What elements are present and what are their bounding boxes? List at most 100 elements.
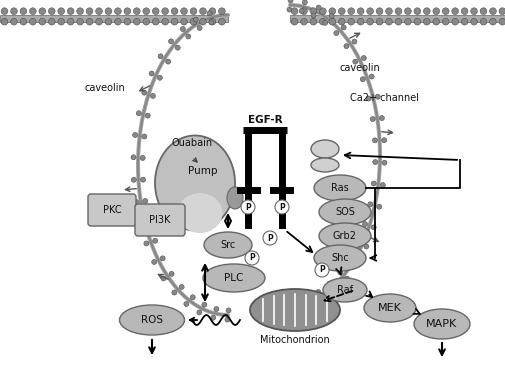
Circle shape (142, 18, 149, 25)
Circle shape (11, 18, 17, 25)
Text: P: P (244, 203, 250, 211)
Circle shape (20, 8, 27, 14)
Circle shape (141, 90, 146, 95)
Ellipse shape (322, 278, 366, 302)
Circle shape (190, 8, 196, 14)
Circle shape (340, 25, 345, 30)
Text: MEK: MEK (377, 303, 401, 313)
Circle shape (142, 8, 149, 14)
Circle shape (310, 18, 316, 25)
Text: ROS: ROS (141, 315, 163, 325)
Circle shape (354, 261, 359, 266)
Circle shape (207, 11, 212, 16)
Text: MAPK: MAPK (426, 319, 457, 329)
Circle shape (375, 8, 382, 14)
Ellipse shape (318, 199, 370, 225)
Text: P: P (267, 234, 272, 242)
Circle shape (413, 8, 420, 14)
Circle shape (114, 8, 121, 14)
Circle shape (355, 240, 360, 245)
Circle shape (240, 200, 255, 214)
Circle shape (124, 8, 130, 14)
Circle shape (161, 276, 166, 281)
Ellipse shape (203, 264, 265, 292)
Circle shape (368, 74, 373, 79)
Circle shape (153, 238, 158, 243)
Circle shape (375, 18, 382, 25)
Circle shape (403, 8, 411, 14)
Text: Raf: Raf (336, 285, 352, 295)
Circle shape (210, 315, 215, 320)
Circle shape (366, 96, 370, 101)
Circle shape (380, 183, 385, 187)
Ellipse shape (311, 140, 338, 158)
Circle shape (77, 8, 83, 14)
Circle shape (179, 284, 184, 289)
Circle shape (366, 18, 373, 25)
Circle shape (196, 310, 201, 315)
Text: Ras: Ras (330, 183, 348, 193)
Circle shape (263, 231, 276, 245)
Circle shape (133, 8, 140, 14)
Circle shape (137, 221, 142, 226)
Circle shape (141, 134, 146, 139)
Bar (289, 15, 505, 22)
Circle shape (461, 8, 467, 14)
Circle shape (300, 18, 307, 25)
Circle shape (470, 8, 477, 14)
Circle shape (423, 18, 429, 25)
Circle shape (315, 290, 320, 294)
Circle shape (315, 263, 328, 277)
Circle shape (470, 18, 477, 25)
Ellipse shape (155, 135, 234, 231)
Text: Ca2+ channel: Ca2+ channel (349, 93, 418, 103)
Circle shape (143, 241, 148, 246)
Circle shape (413, 18, 420, 25)
Ellipse shape (227, 187, 242, 209)
Circle shape (160, 256, 165, 261)
Circle shape (67, 8, 74, 14)
Ellipse shape (318, 223, 370, 249)
Circle shape (338, 8, 344, 14)
Circle shape (105, 8, 112, 14)
Circle shape (366, 8, 373, 14)
Circle shape (385, 18, 391, 25)
Circle shape (327, 281, 332, 286)
Circle shape (131, 177, 136, 182)
Circle shape (381, 138, 386, 143)
Circle shape (319, 298, 324, 303)
Circle shape (95, 18, 102, 25)
Circle shape (376, 204, 381, 209)
Circle shape (1, 8, 8, 14)
Circle shape (201, 302, 207, 307)
Circle shape (48, 18, 55, 25)
Circle shape (95, 8, 102, 14)
Circle shape (168, 39, 173, 44)
Circle shape (136, 111, 141, 116)
Circle shape (58, 8, 65, 14)
Circle shape (171, 18, 178, 25)
Circle shape (319, 8, 326, 14)
Circle shape (343, 44, 348, 49)
Circle shape (133, 18, 140, 25)
Circle shape (39, 8, 45, 14)
Text: PKC: PKC (103, 205, 121, 215)
Circle shape (140, 155, 145, 161)
Circle shape (286, 7, 291, 12)
Circle shape (158, 54, 163, 59)
Circle shape (180, 27, 185, 31)
Circle shape (145, 113, 150, 118)
Circle shape (385, 8, 391, 14)
Circle shape (175, 45, 180, 50)
Circle shape (322, 20, 327, 25)
Circle shape (332, 289, 337, 293)
Circle shape (432, 18, 439, 25)
Circle shape (461, 18, 467, 25)
Circle shape (209, 18, 215, 25)
Circle shape (371, 181, 376, 186)
Circle shape (133, 199, 138, 204)
Ellipse shape (314, 175, 365, 201)
Circle shape (209, 20, 214, 25)
Ellipse shape (249, 289, 339, 331)
Circle shape (58, 18, 65, 25)
